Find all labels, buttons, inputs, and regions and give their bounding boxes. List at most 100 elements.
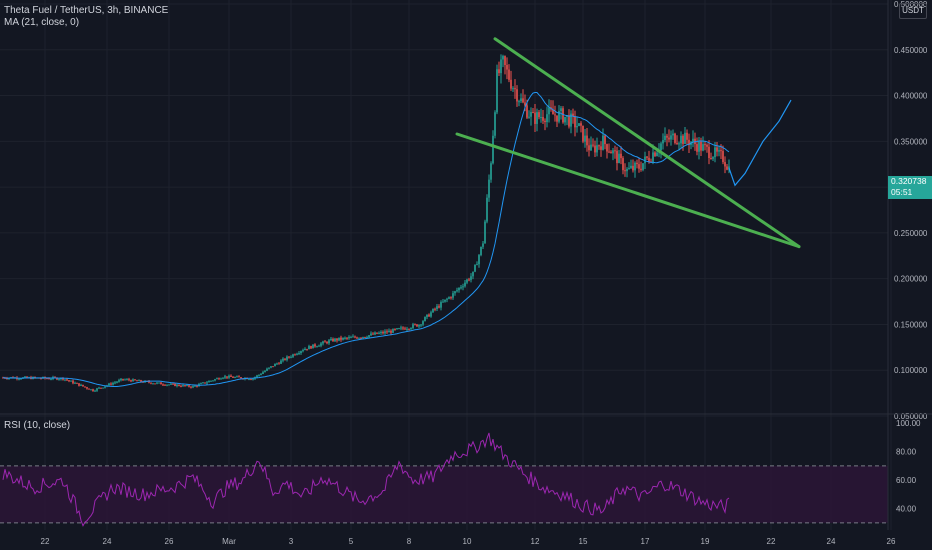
candle-body [162,384,164,386]
time-tick-label: 24 [103,537,112,546]
candle-body [606,144,608,152]
candle-body [616,150,618,164]
candle-body [672,133,674,136]
candle-body [562,108,564,123]
candle-body [24,376,26,378]
candle-body [100,387,102,389]
candle-body [348,337,350,339]
candle-body [380,331,382,333]
candle-body [538,112,540,118]
candle-body [260,373,262,375]
time-tick-label: 19 [701,537,710,546]
ma-line [2,92,730,387]
candle-body [474,264,476,272]
candle-body [240,377,242,379]
candle-body [234,377,236,379]
candle-body [360,337,362,339]
candle-body [508,69,510,80]
candle-body [476,264,478,266]
candle-body [148,381,150,383]
candle-body [506,65,508,70]
candle-body [320,343,322,346]
last-price-tag: 0.320738 05:51 [888,176,932,199]
candle-body [724,162,726,167]
candle-body [284,358,286,360]
candle-body [274,363,276,367]
candle-body [268,367,270,369]
candle-body [200,383,202,385]
candle-body [204,382,206,384]
rsi-legend[interactable]: RSI (10, close) [4,420,71,431]
candle-body [50,378,52,380]
candle-body [526,105,528,118]
candle-body [394,328,396,330]
candle-body [632,165,634,171]
time-tick-label: 8 [407,537,412,546]
candle-body [436,306,438,310]
candle-body [214,379,216,381]
ma-legend[interactable]: MA (21, close, 0) [4,17,80,28]
candle-body [682,135,684,144]
candle-body [466,279,468,283]
candle-body [676,142,678,144]
candle-body [152,383,154,385]
candle-body [314,344,316,347]
candle-body [496,69,498,113]
candle-body [94,390,96,392]
candle-body [376,332,378,334]
projection-path [728,99,792,187]
candle-body [604,135,606,145]
candle-body [722,150,724,163]
candle-body [686,132,688,140]
candle-body [160,382,162,385]
candle-body [194,385,196,387]
candle-body [208,381,210,383]
candle-body [366,337,368,339]
candle-body [310,346,312,349]
currency-badge[interactable]: USDT [899,3,927,19]
candle-body [302,350,304,352]
symbol-legend[interactable]: Theta Fuel / TetherUS, 3h, BINANCE [4,5,169,16]
ma-path [2,92,730,387]
candle-body [560,108,562,112]
time-tick-label: 22 [41,537,50,546]
candle-body [158,382,160,384]
candle-body [48,378,50,380]
candle-body [410,327,412,329]
candle-body [584,135,586,142]
candle-body [164,384,166,386]
candle-body [716,147,718,152]
candle-body [612,150,614,154]
candle-body [78,383,80,386]
candle-body [642,163,644,170]
candle-body [6,378,8,380]
candle-body [542,116,544,121]
time-tick-label: Mar [222,537,236,546]
candle-body [122,378,124,380]
candle-body [232,376,234,378]
candle-body [590,144,592,151]
candle-body [420,324,422,326]
candle-body [514,88,516,90]
candle-body [592,144,594,146]
candle-body [536,112,538,124]
candle-body [212,380,214,382]
time-tick-label: 15 [579,537,588,546]
candle-body [334,338,336,342]
candle-body [330,338,332,341]
grid [0,0,892,530]
candle-body [654,152,656,156]
candle-body [670,135,672,140]
candle-body [138,380,140,382]
candle-body [586,135,588,146]
candle-body [582,125,584,142]
candle-body [534,112,536,124]
candle-body [114,382,116,384]
candle-body [188,385,190,387]
candle-body [76,382,78,384]
candle-body [492,135,494,164]
candle-body [482,243,484,247]
candle-body [702,144,704,151]
candle-body [156,382,158,384]
